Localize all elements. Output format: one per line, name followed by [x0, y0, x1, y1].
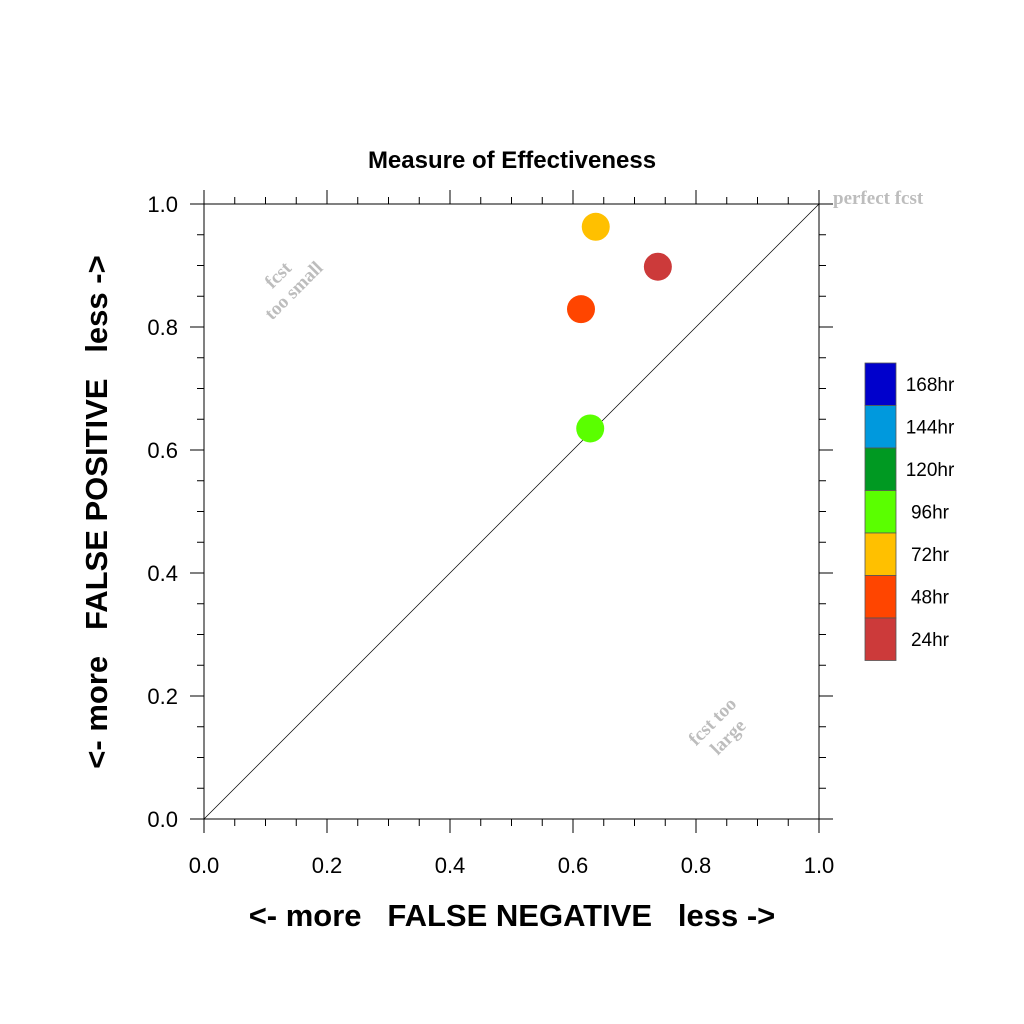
legend-label-168hr: 168hr: [906, 375, 955, 396]
point-72hr: [581, 212, 610, 241]
point-96hr: [576, 414, 605, 443]
chart-title: Measure of Effectiveness: [368, 147, 656, 174]
legend: 168hr 144hr 120hr 96hr 72hr 48hr 24hr: [864, 362, 955, 661]
x-tick-label: 0.0: [189, 853, 220, 878]
plot-area: 0.0 0.2 0.4 0.6 0.8 1.0 0.0 0.2 0.4 0.6 0.8 1.0 perf…: [147, 188, 923, 878]
y-tick-label: 1.0: [147, 192, 178, 217]
legend-swatch-120hr: [864, 447, 897, 491]
axis-ticks: [190, 190, 833, 833]
x-tick-label: 0.8: [681, 853, 712, 878]
y-tick-label: 0.0: [147, 807, 178, 832]
x-axis-label: <- more FALSE NEGATIVE less ->: [249, 898, 776, 933]
point-24hr: [643, 252, 672, 281]
legend-swatch-144hr: [864, 405, 897, 449]
y-tick-label: 0.6: [147, 438, 178, 463]
legend-swatch-168hr: [864, 362, 897, 406]
legend-label-144hr: 144hr: [906, 418, 955, 439]
x-tick-label: 0.6: [558, 853, 589, 878]
legend-label-120hr: 120hr: [906, 460, 955, 481]
point-48hr: [566, 295, 595, 324]
y-axis-label: <- more FALSE POSITIVE less ->: [79, 255, 114, 768]
y-tick-label: 0.4: [147, 561, 178, 586]
x-tick-label: 1.0: [804, 853, 835, 878]
legend-label-96hr: 96hr: [911, 503, 950, 524]
perfect-forecast-diagonal: [203, 203, 820, 820]
legend-swatch-96hr: [864, 490, 897, 534]
y-tick-label: 0.8: [147, 315, 178, 340]
perfect-forecast-annotation: perfect fcst: [833, 188, 924, 209]
legend-swatch-48hr: [864, 575, 897, 619]
legend-label-48hr: 48hr: [911, 588, 950, 609]
legend-swatch-72hr: [864, 532, 897, 576]
x-tick-label: 0.2: [312, 853, 343, 878]
legend-label-24hr: 24hr: [911, 630, 950, 651]
legend-swatch-24hr: [864, 617, 897, 661]
y-tick-label: 0.2: [147, 684, 178, 709]
legend-label-72hr: 72hr: [911, 545, 950, 566]
x-tick-label: 0.4: [435, 853, 466, 878]
